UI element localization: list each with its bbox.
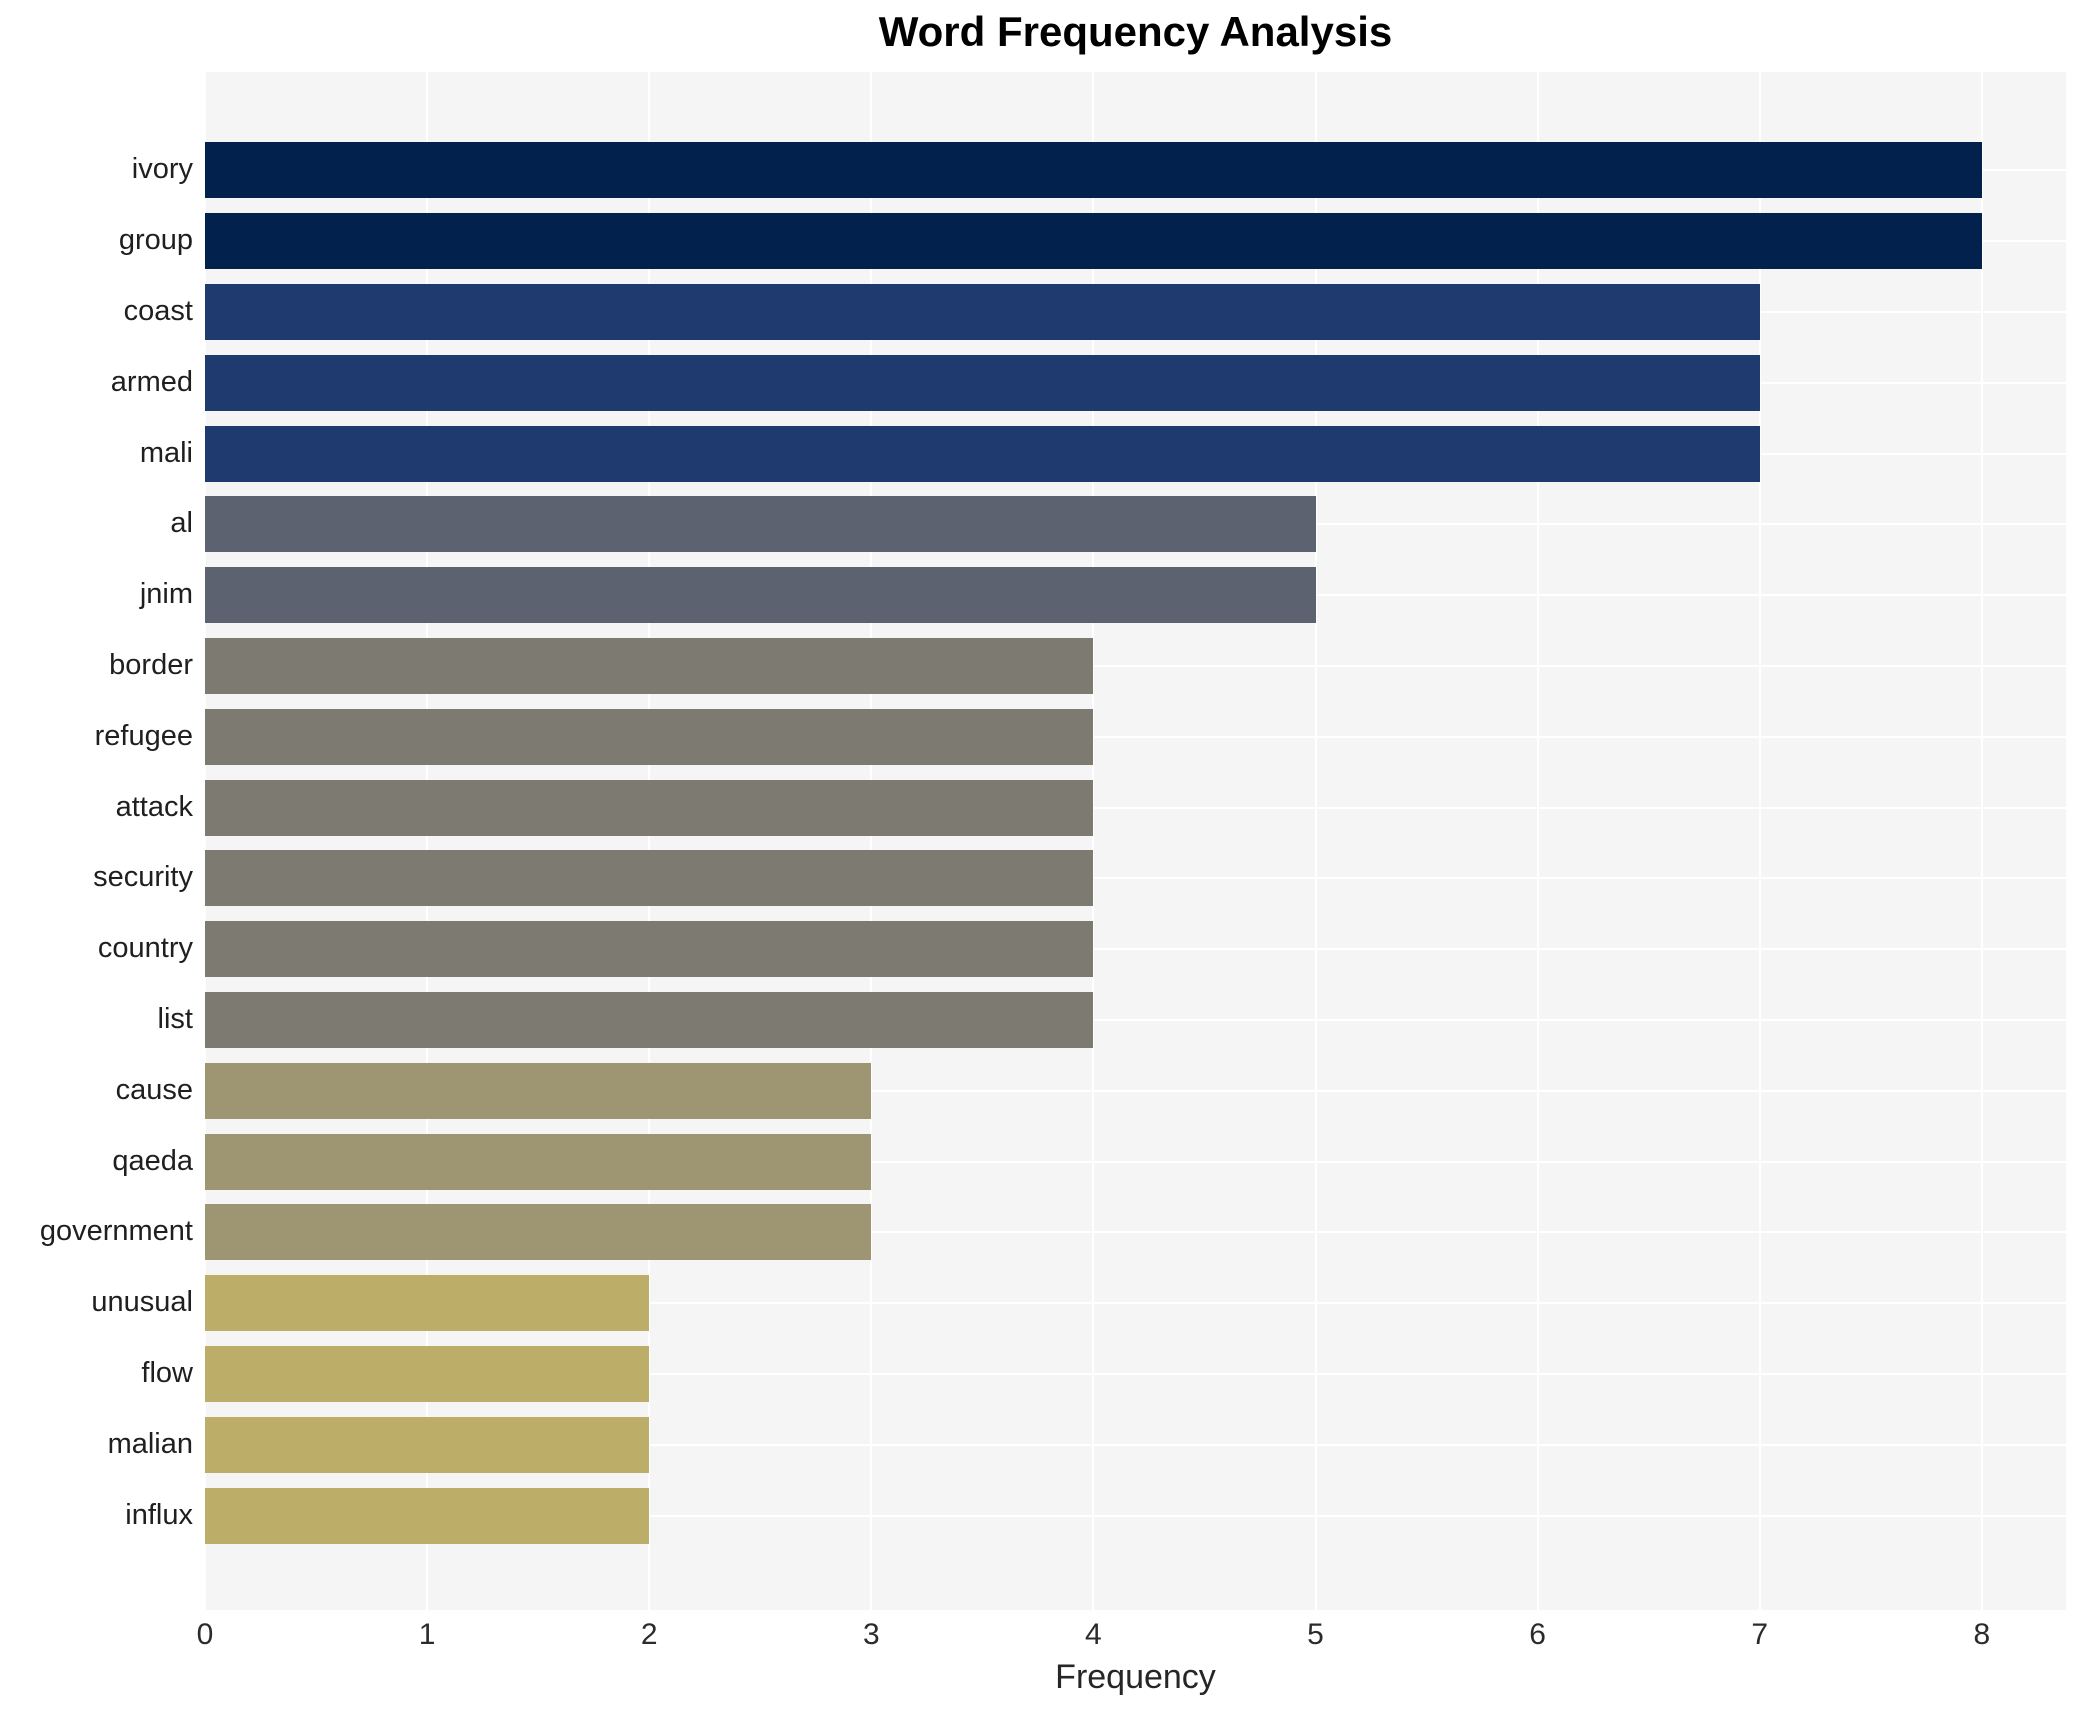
bar-cause bbox=[205, 1062, 872, 1119]
bar-mali bbox=[205, 425, 1760, 482]
y-label-qaeda: qaeda bbox=[112, 1144, 193, 1177]
gridline-y-country bbox=[205, 948, 2066, 951]
y-label-unusual: unusual bbox=[91, 1286, 193, 1319]
bar-coast bbox=[205, 284, 1760, 340]
gridline-y-unusual bbox=[205, 1302, 2066, 1305]
bar-refugee bbox=[205, 708, 1094, 765]
x-tick-6: 6 bbox=[1529, 1618, 1546, 1651]
bar-group bbox=[205, 213, 1982, 270]
x-tick-4: 4 bbox=[1085, 1618, 1102, 1651]
x-tick-7: 7 bbox=[1751, 1618, 1769, 1651]
gridline-y-list bbox=[205, 1019, 2066, 1021]
y-label-flow: flow bbox=[141, 1357, 193, 1389]
gridline-y-attack bbox=[205, 806, 2066, 809]
bar-list bbox=[205, 992, 1094, 1048]
gridline-x-5 bbox=[1314, 72, 1317, 1610]
gridline-y-influx bbox=[205, 1514, 2066, 1517]
bar-al bbox=[205, 496, 1316, 553]
gridline-y-border bbox=[205, 665, 2066, 667]
y-label-malian: malian bbox=[107, 1427, 193, 1460]
y-label-attack: attack bbox=[115, 790, 193, 823]
bar-malian bbox=[205, 1416, 650, 1473]
x-tick-5: 5 bbox=[1307, 1618, 1324, 1651]
x-tick-8: 8 bbox=[1973, 1618, 1991, 1651]
bar-qaeda bbox=[205, 1133, 872, 1190]
y-label-cause: cause bbox=[115, 1073, 193, 1106]
gridline-x-4 bbox=[1092, 72, 1095, 1610]
gridline-y-flow bbox=[205, 1373, 2066, 1375]
bar-unusual bbox=[205, 1275, 650, 1332]
y-label-government: government bbox=[39, 1215, 193, 1248]
x-axis-label: Frequency bbox=[1055, 1658, 1216, 1696]
gridline-y-cause bbox=[205, 1089, 2066, 1092]
x-tick-1: 1 bbox=[418, 1618, 436, 1651]
gridline-x-1 bbox=[426, 72, 429, 1610]
bar-government bbox=[205, 1204, 872, 1261]
y-label-mali: mali bbox=[139, 436, 193, 469]
gridline-x-8 bbox=[1980, 72, 1983, 1610]
gridline-x-7 bbox=[1758, 72, 1761, 1610]
chart-title: Word Frequency Analysis bbox=[878, 8, 1393, 55]
gridline-y-qaeda bbox=[205, 1160, 2066, 1163]
bar-flow bbox=[205, 1346, 650, 1402]
y-label-list: list bbox=[157, 1003, 193, 1035]
gridline-x-0 bbox=[204, 72, 206, 1610]
x-tick-2: 2 bbox=[640, 1618, 658, 1651]
y-label-jnim: jnim bbox=[139, 578, 193, 611]
bar-armed bbox=[205, 354, 1760, 411]
y-label-ivory: ivory bbox=[131, 153, 193, 186]
y-label-group: group bbox=[118, 224, 193, 257]
x-tick-0: 0 bbox=[196, 1618, 214, 1651]
x-tick-3: 3 bbox=[862, 1618, 880, 1651]
y-label-refugee: refugee bbox=[94, 719, 193, 752]
bar-country bbox=[205, 921, 1094, 978]
bar-ivory bbox=[205, 142, 1982, 199]
gridline-y-security bbox=[205, 877, 2066, 880]
bar-influx bbox=[205, 1487, 650, 1544]
y-label-influx: influx bbox=[125, 1498, 193, 1531]
bar-jnim bbox=[205, 567, 1316, 624]
bar-security bbox=[205, 850, 1094, 907]
bar-attack bbox=[205, 779, 1094, 836]
y-label-security: security bbox=[93, 861, 193, 894]
gridline-x-3 bbox=[870, 72, 873, 1610]
gridline-y-refugee bbox=[205, 735, 2066, 738]
gridline-y-government bbox=[205, 1231, 2066, 1234]
y-label-coast: coast bbox=[123, 295, 193, 327]
gridline-x-2 bbox=[648, 72, 651, 1610]
plot-area bbox=[204, 72, 2066, 1610]
y-label-al: al bbox=[170, 507, 193, 540]
gridline-x-6 bbox=[1536, 72, 1539, 1610]
y-label-border: border bbox=[109, 649, 193, 681]
y-label-country: country bbox=[97, 932, 193, 965]
y-label-armed: armed bbox=[110, 365, 193, 398]
bar-border bbox=[205, 638, 1094, 694]
gridline-y-malian bbox=[205, 1443, 2066, 1446]
